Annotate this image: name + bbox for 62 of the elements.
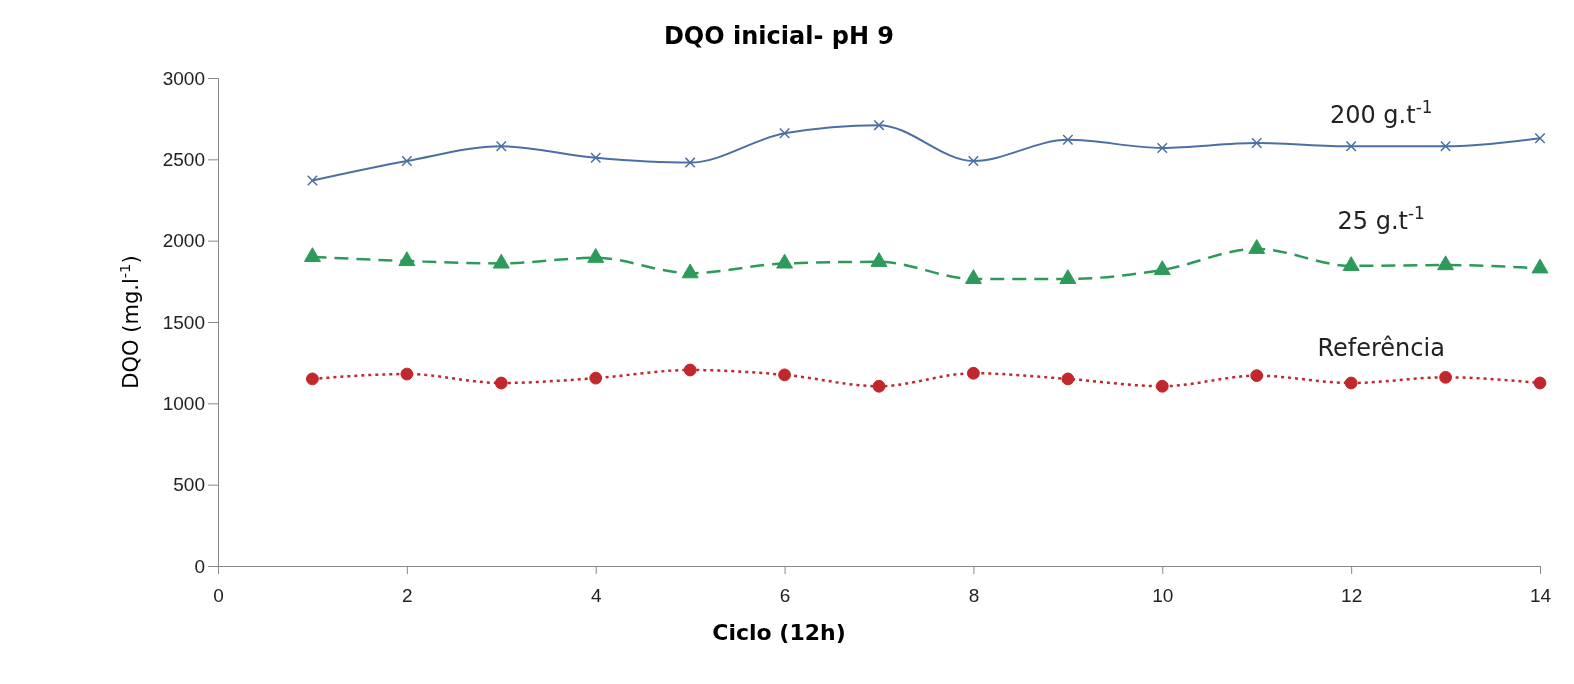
y-tick-label: 2000 xyxy=(162,230,205,252)
series-label: 200 g.t$^{-1}$ xyxy=(1329,97,1433,130)
x-tick-label: 12 xyxy=(1341,584,1363,606)
y-tick-label: 500 xyxy=(173,474,205,496)
point xyxy=(1437,255,1455,271)
x-axis-title: Ciclo (12h) xyxy=(712,620,846,645)
point xyxy=(778,368,791,382)
point xyxy=(1059,269,1077,284)
point xyxy=(1533,376,1547,390)
point xyxy=(1153,260,1171,276)
x-tick-label: 8 xyxy=(968,584,980,606)
point xyxy=(401,155,413,167)
point xyxy=(967,366,980,380)
x-tick-label: 4 xyxy=(590,584,602,606)
point xyxy=(1156,142,1168,154)
x-tick-label: 2 xyxy=(402,584,413,606)
y-tick-label: 2500 xyxy=(162,148,205,170)
y-tick-label: 0 xyxy=(194,555,205,577)
point xyxy=(1250,369,1264,383)
point xyxy=(1440,140,1452,152)
series-label: Referência xyxy=(1317,333,1445,362)
point xyxy=(1251,137,1263,149)
y-tick-label: 1000 xyxy=(162,392,205,414)
point xyxy=(492,253,510,269)
point xyxy=(494,376,508,390)
point xyxy=(683,363,697,377)
point xyxy=(398,251,416,267)
point xyxy=(1342,256,1360,271)
point xyxy=(872,379,886,393)
point xyxy=(684,157,696,169)
point xyxy=(589,371,603,385)
point xyxy=(1439,370,1452,384)
point xyxy=(1155,379,1169,393)
x-tick-label: 14 xyxy=(1529,584,1552,606)
x-tick-label: 6 xyxy=(779,584,791,606)
point xyxy=(870,252,888,267)
point xyxy=(306,372,319,386)
point xyxy=(303,247,321,263)
point xyxy=(1534,132,1546,144)
chart-title: DQO inicial- pH 9 xyxy=(663,22,895,50)
point xyxy=(587,248,605,263)
x-tick-label: 0 xyxy=(213,584,224,606)
point xyxy=(1062,134,1074,146)
point xyxy=(590,152,602,164)
point xyxy=(873,119,885,131)
y-tick-label: 3000 xyxy=(162,67,205,89)
point xyxy=(1531,258,1549,274)
point xyxy=(1248,239,1266,254)
point xyxy=(1345,140,1357,152)
point xyxy=(1344,376,1358,390)
point xyxy=(681,263,699,279)
y-tick-label: 1500 xyxy=(162,311,205,333)
point xyxy=(776,253,794,269)
point xyxy=(964,269,982,284)
point xyxy=(400,367,414,381)
point xyxy=(1061,372,1075,386)
x-tick-label: 10 xyxy=(1152,584,1174,606)
point xyxy=(779,127,791,139)
point xyxy=(306,175,318,186)
series-label: 25 g.t$^{-1}$ xyxy=(1337,202,1425,235)
point xyxy=(495,140,507,152)
point xyxy=(967,155,979,167)
